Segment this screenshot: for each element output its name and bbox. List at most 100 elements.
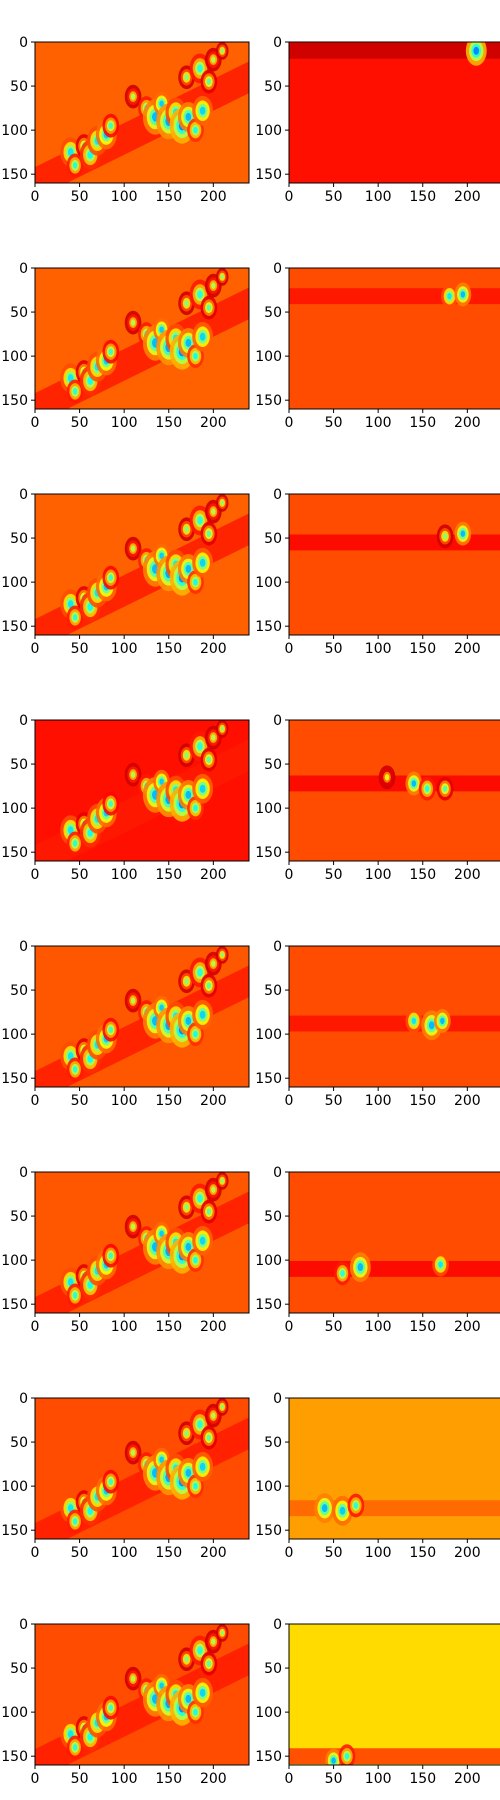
axes-frame xyxy=(288,1397,500,1540)
x-tick-label: 50 xyxy=(71,189,89,205)
activation-blob xyxy=(200,1199,218,1224)
x-tick-label: 150 xyxy=(155,1093,182,1109)
x-tick-label: 200 xyxy=(454,1771,481,1787)
panel-r0-c1: 0 50 100 150 200 0 50 100 150 xyxy=(255,35,500,205)
heatmap-image xyxy=(289,720,500,861)
activation-blob xyxy=(436,776,454,801)
x-tick-label: 0 xyxy=(285,1319,294,1335)
activation-blob xyxy=(192,95,214,126)
x-tick-label: 150 xyxy=(155,867,182,883)
activation-blob xyxy=(200,747,218,772)
y-tick-label: 0 xyxy=(273,35,282,51)
activation-blob xyxy=(124,988,142,1013)
activation-blob xyxy=(66,831,84,856)
heatmap-image xyxy=(35,494,249,635)
activation-blob xyxy=(215,42,229,60)
x-tick-label: 100 xyxy=(365,1319,392,1335)
activation-blob xyxy=(102,113,120,138)
heatmap-image xyxy=(289,1624,500,1765)
axes-frame xyxy=(34,945,250,1088)
activation-blob xyxy=(66,605,84,630)
panel-r5-c1: 0 50 100 150 200 0 50 100 150 xyxy=(255,1165,500,1335)
activation-blob xyxy=(102,1469,120,1494)
activation-blob xyxy=(187,1022,204,1047)
axes-frame xyxy=(288,1171,500,1314)
activation-blob xyxy=(102,791,120,816)
activation-blob xyxy=(200,69,218,94)
panel-r7-c1: 0 50 100 150 200 0 50 100 150 xyxy=(255,1617,500,1787)
axes-frame xyxy=(34,1623,250,1766)
x-tick-label: 150 xyxy=(409,1545,436,1561)
activation-blob xyxy=(436,524,454,549)
y-tick-label: 0 xyxy=(19,261,28,277)
panel-r6-c1: 0 50 100 150 200 0 50 100 150 xyxy=(255,1391,500,1561)
x-tick-label: 200 xyxy=(200,1545,227,1561)
activation-blob xyxy=(124,1214,142,1239)
activation-blob xyxy=(124,1440,142,1465)
heatmap-image xyxy=(35,1172,249,1313)
x-tick-label: 200 xyxy=(200,1319,227,1335)
y-tick-label: 50 xyxy=(264,305,282,321)
heatmap-image xyxy=(289,1398,500,1539)
activation-blob xyxy=(102,1695,120,1720)
panel-r3-c0: 0 50 100 150 200 0 50 100 150 xyxy=(1,713,250,883)
y-tick-label: 50 xyxy=(264,79,282,95)
y-tick-label: 100 xyxy=(255,123,282,139)
activation-blob xyxy=(215,1624,229,1642)
y-tick-label: 100 xyxy=(255,1705,282,1721)
activation-blob xyxy=(187,344,204,369)
y-tick-label: 0 xyxy=(273,713,282,729)
axes-frame xyxy=(34,267,250,410)
x-tick-label: 100 xyxy=(111,641,138,657)
x-tick-label: 100 xyxy=(111,867,138,883)
x-tick-label: 150 xyxy=(155,641,182,657)
y-tick-label: 50 xyxy=(10,1661,28,1677)
x-tick-label: 200 xyxy=(454,867,481,883)
x-tick-label: 150 xyxy=(155,1771,182,1787)
activation-band xyxy=(289,1748,500,1765)
activation-blob xyxy=(102,565,120,590)
y-tick-label: 150 xyxy=(1,1523,28,1539)
x-tick-label: 200 xyxy=(454,641,481,657)
axes-frame xyxy=(34,1397,250,1540)
y-tick-label: 0 xyxy=(19,939,28,955)
activation-blob xyxy=(66,1735,84,1760)
activation-blob xyxy=(200,1651,218,1676)
activation-blob xyxy=(378,765,396,790)
y-tick-label: 100 xyxy=(255,575,282,591)
x-tick-label: 200 xyxy=(200,867,227,883)
y-tick-label: 50 xyxy=(264,531,282,547)
activation-blob xyxy=(102,1017,120,1042)
heatmap-background xyxy=(289,1172,500,1313)
y-tick-label: 100 xyxy=(1,349,28,365)
x-tick-label: 50 xyxy=(325,415,343,431)
y-tick-label: 150 xyxy=(1,845,28,861)
axes-frame xyxy=(288,493,500,636)
y-tick-label: 50 xyxy=(10,1209,28,1225)
activation-blob xyxy=(153,1673,170,1698)
y-tick-label: 100 xyxy=(1,1253,28,1269)
y-tick-label: 150 xyxy=(255,1523,282,1539)
activation-blob xyxy=(215,946,229,964)
y-tick-label: 150 xyxy=(1,1297,28,1313)
y-tick-label: 50 xyxy=(264,1661,282,1677)
x-tick-label: 50 xyxy=(71,1319,89,1335)
panel-r4-c0: 0 50 100 150 200 0 50 100 150 xyxy=(1,939,250,1109)
x-tick-label: 100 xyxy=(365,189,392,205)
y-tick-label: 150 xyxy=(1,167,28,183)
activation-blob xyxy=(454,521,472,546)
activation-blob xyxy=(192,1451,214,1482)
x-tick-label: 100 xyxy=(365,1771,392,1787)
activation-blob xyxy=(192,999,214,1030)
panel-r4-c1: 0 50 100 150 200 0 50 100 150 xyxy=(255,939,500,1109)
x-tick-label: 50 xyxy=(71,1545,89,1561)
activation-blob xyxy=(434,1008,451,1033)
x-tick-label: 0 xyxy=(31,1771,40,1787)
panel-r1-c1: 0 50 100 150 200 0 50 100 150 xyxy=(255,261,500,431)
x-tick-label: 0 xyxy=(31,1319,40,1335)
activation-blob xyxy=(314,1493,336,1524)
heatmap-image xyxy=(35,946,249,1087)
y-tick-label: 0 xyxy=(19,1165,28,1181)
x-tick-label: 100 xyxy=(111,1093,138,1109)
